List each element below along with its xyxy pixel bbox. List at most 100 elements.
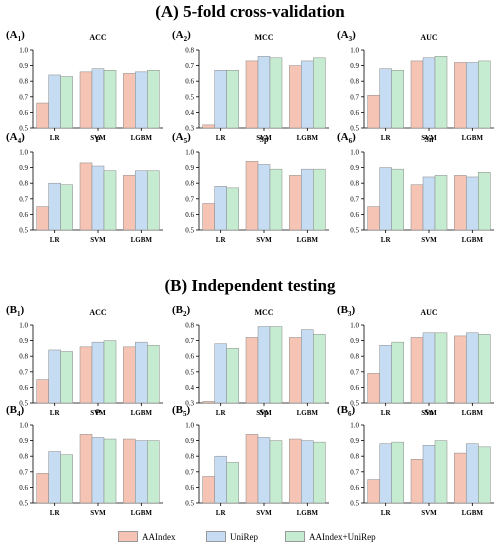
bar-b2-lgbm-0 — [289, 337, 302, 404]
bar-a2-lgbm-0 — [289, 65, 302, 129]
bar-b1-lgbm-2 — [147, 345, 160, 404]
y-tick-label-a3: 0.7 — [350, 93, 359, 101]
bar-b5-svm-2 — [269, 440, 283, 504]
bar-b4-lgbm-2 — [147, 440, 160, 504]
y-tick-label-a6: 0.9 — [350, 164, 359, 172]
bar-b6-lr-0 — [367, 479, 380, 504]
metric-title-b3: AUC — [420, 308, 438, 317]
bar-a2-lr-1 — [214, 70, 227, 129]
bar-b2-svm-1 — [257, 326, 271, 404]
y-tick-label-a1: 0.8 — [19, 78, 28, 86]
y-tick-label-a1: 0.6 — [19, 109, 28, 117]
x-tick-label-b6: SVM — [421, 509, 437, 517]
x-tick-label-b6: LR — [381, 509, 392, 517]
bar-chart-grid: (A1) ACC 0.5 0.6 0.7 0.8 0.9 1.0 LR SVM LGBM (A2) MC… — [6, 29, 494, 517]
panel-label-b2: (B2) — [172, 304, 191, 318]
bar-b6-lgbm-1 — [466, 443, 479, 504]
x-tick-label-a5: LGBM — [297, 236, 319, 244]
bar-b2-lr-0 — [202, 401, 215, 404]
bar-a6-lgbm-0 — [454, 175, 467, 231]
bar-b1-lgbm-1 — [135, 341, 148, 404]
bar-a4-svm-0 — [79, 162, 93, 231]
bar-a1-lgbm-2 — [147, 70, 160, 129]
bar-b2-lgbm-2 — [313, 334, 326, 404]
y-tick-label-b3: 0.7 — [350, 368, 359, 376]
bar-a5-lgbm-0 — [289, 175, 302, 231]
metric-title-a6: Sn — [425, 135, 434, 144]
bar-a4-lgbm-2 — [147, 170, 160, 231]
bar-b4-lgbm-0 — [123, 438, 136, 504]
y-tick-label-b1: 0.6 — [19, 384, 28, 392]
bar-a1-svm-2 — [103, 70, 117, 129]
bar-a4-lgbm-1 — [135, 170, 148, 231]
y-tick-label-b1: 0.9 — [19, 337, 28, 345]
x-tick-label-b2: LGBM — [297, 409, 319, 417]
y-tick-label-b6: 0.7 — [350, 468, 359, 476]
y-tick-label-b5: 0.7 — [185, 468, 194, 476]
bar-b6-lr-1 — [379, 443, 392, 504]
bar-b3-lr-1 — [379, 345, 392, 404]
bar-a1-lr-0 — [36, 102, 49, 129]
y-tick-label-a5: 0.9 — [185, 164, 194, 172]
bar-a4-svm-2 — [103, 170, 117, 231]
x-tick-label-a5: SVM — [256, 236, 272, 244]
legend-label-unirep: UniRep — [230, 531, 258, 542]
y-tick-label-b2: 0.6 — [185, 353, 194, 361]
panel-label-b6: (B6) — [337, 404, 356, 418]
x-tick-label-a2: SVM — [256, 134, 272, 142]
y-tick-label-a2: 0.6 — [185, 78, 194, 86]
bar-a5-lgbm-1 — [301, 168, 314, 231]
bar-a2-lgbm-1 — [301, 60, 314, 129]
bar-a4-lgbm-0 — [123, 175, 136, 231]
y-tick-label-a3: 0.6 — [350, 109, 359, 117]
x-tick-label-b6: LGBM — [462, 509, 484, 517]
y-tick-label-b5: 0.6 — [185, 484, 194, 492]
bar-a2-svm-1 — [257, 55, 271, 129]
bar-a3-lr-0 — [367, 94, 380, 129]
metric-title-b2: MCC — [254, 308, 273, 317]
bar-b3-lr-2 — [391, 341, 404, 404]
bar-a3-svm-0 — [410, 60, 424, 129]
bar-a1-lr-1 — [48, 74, 61, 129]
x-tick-label-a6: LR — [381, 236, 392, 244]
y-tick-label-b1: 0.5 — [19, 400, 28, 408]
bar-b2-svm-0 — [245, 337, 259, 404]
y-tick-label-a1: 0.7 — [19, 93, 28, 101]
y-tick-label-a6: 0.5 — [350, 227, 359, 235]
section-a-title: (A) 5-fold cross-validation — [155, 2, 345, 21]
x-tick-label-a3: LR — [381, 134, 392, 142]
bar-a5-svm-2 — [269, 168, 283, 231]
bar-a5-lr-2 — [226, 187, 239, 231]
y-tick-label-a1: 0.5 — [19, 125, 28, 133]
bar-a2-svm-0 — [245, 60, 259, 129]
bar-a6-lgbm-2 — [478, 172, 491, 231]
x-tick-label-a1: LGBM — [131, 134, 153, 142]
legend-swatch-aaindex — [118, 531, 138, 542]
y-tick-label-a6: 0.7 — [350, 195, 359, 203]
y-tick-label-b2: 0.5 — [185, 368, 194, 376]
legend: AAIndex UniRep AAIndex+UniRep — [0, 531, 500, 547]
x-tick-label-b4: LGBM — [131, 509, 153, 517]
y-tick-label-b3: 0.5 — [350, 400, 359, 408]
legend-item-aaindex-unirep: AAIndex+UniRep — [285, 531, 376, 542]
section-b-title: (B) Independent testing — [164, 276, 336, 295]
panel-label-a1: (A1) — [6, 29, 25, 43]
x-tick-label-a3: LGBM — [462, 134, 484, 142]
bar-a5-lr-1 — [214, 186, 227, 231]
bar-b3-lgbm-2 — [478, 334, 491, 404]
panel-label-a2: (A2) — [172, 29, 191, 43]
panel-label-b1: (B1) — [6, 304, 25, 318]
bar-b1-lr-2 — [60, 351, 73, 404]
bar-b1-lr-1 — [48, 349, 61, 404]
bar-a5-svm-1 — [257, 164, 271, 231]
bar-b1-lr-0 — [36, 379, 49, 404]
bar-b3-lgbm-0 — [454, 335, 467, 404]
x-tick-label-b4: LR — [50, 509, 61, 517]
bar-b5-svm-1 — [257, 437, 271, 504]
bar-b6-svm-0 — [410, 459, 424, 504]
bar-b6-svm-1 — [422, 445, 436, 504]
bar-b5-lgbm-1 — [301, 440, 314, 504]
y-tick-label-a2: 0.5 — [185, 93, 194, 101]
y-tick-label-a3: 0.9 — [350, 62, 359, 70]
y-tick-label-a4: 1.0 — [19, 149, 28, 157]
